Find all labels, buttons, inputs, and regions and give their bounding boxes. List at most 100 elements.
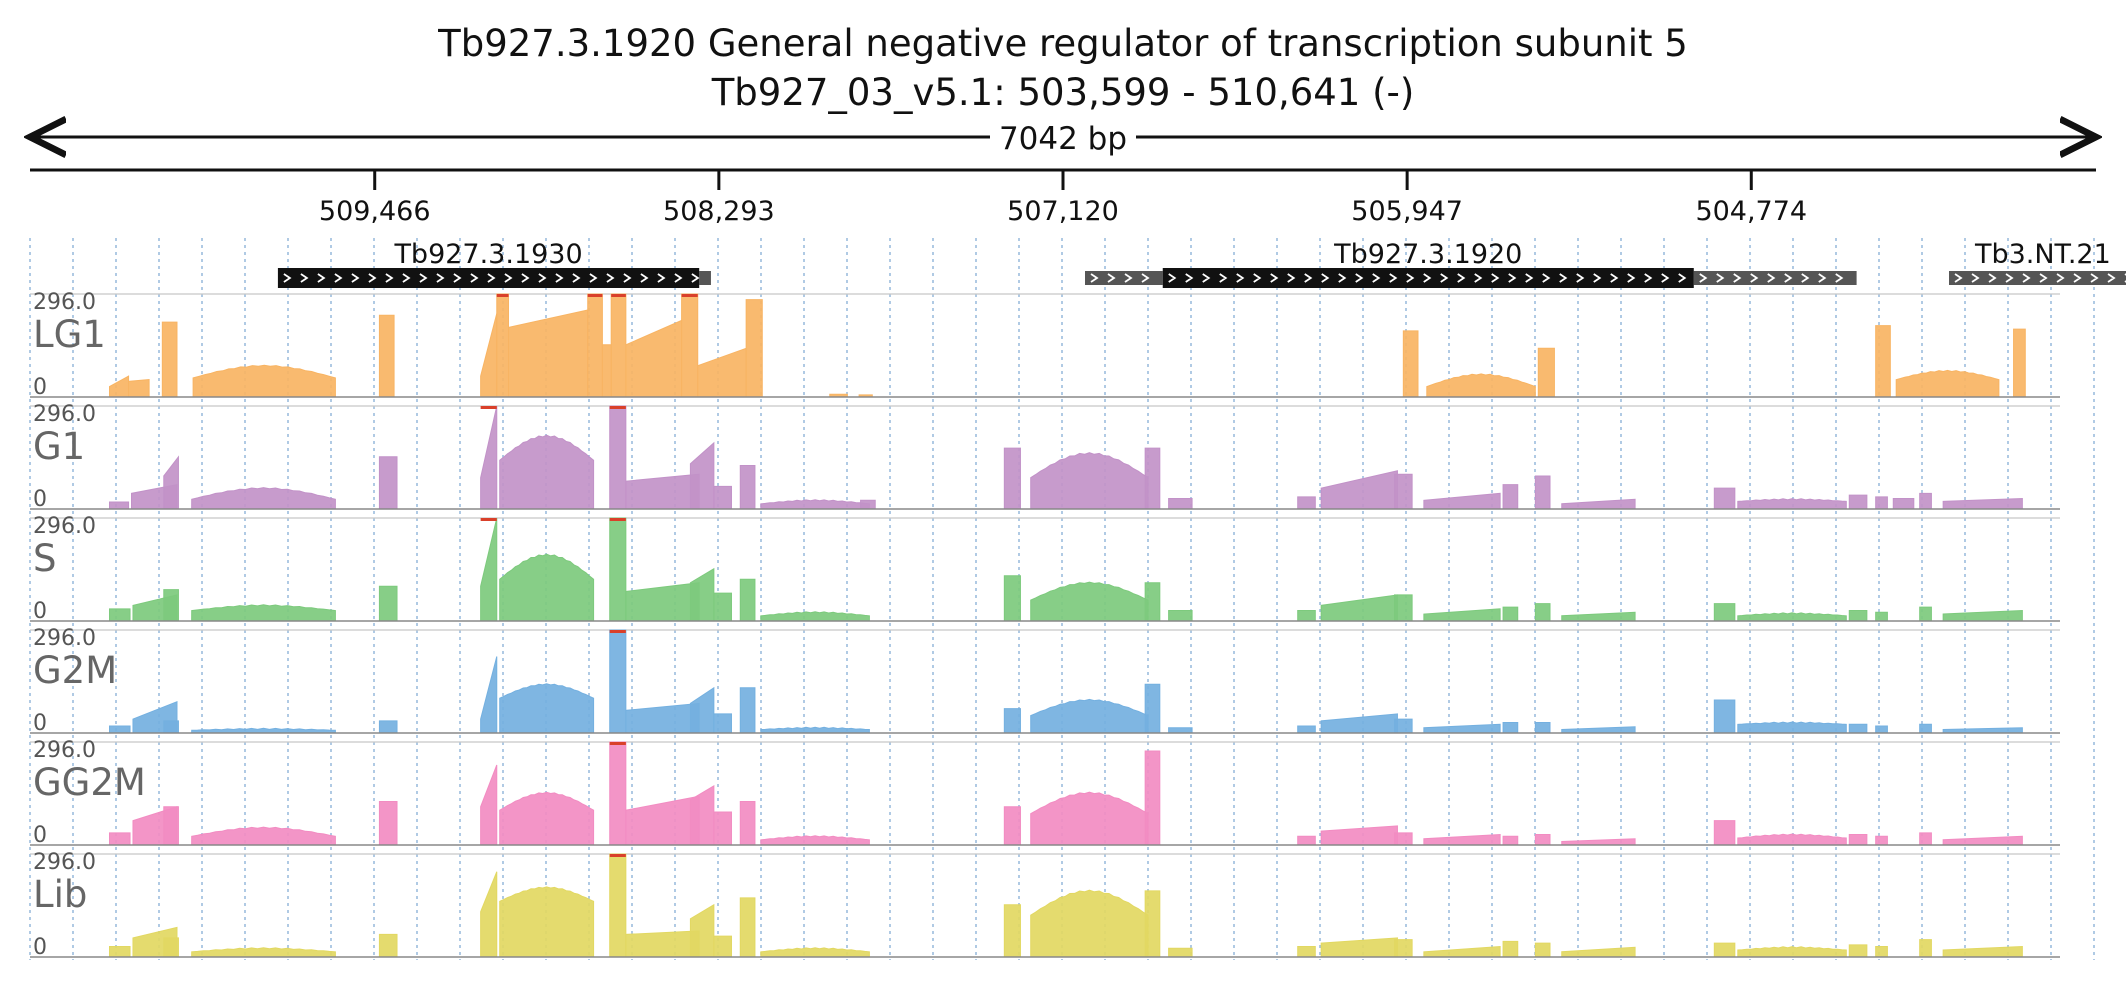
clip-marker — [609, 854, 626, 857]
coverage-block — [689, 784, 715, 846]
coverage-block — [625, 795, 700, 846]
coverage-block — [1534, 722, 1551, 734]
coverage-block — [1919, 832, 1932, 846]
coverage-block — [697, 347, 747, 398]
span-label-bg — [990, 118, 1136, 156]
coverage-block — [1534, 475, 1551, 510]
coverage-block — [760, 835, 870, 846]
coverage-block — [1848, 944, 1868, 958]
coverage-block — [1942, 610, 2023, 622]
coverage-block — [625, 473, 700, 510]
coverage-block — [1737, 946, 1847, 958]
coverage-block — [1168, 610, 1193, 622]
coverage-block — [378, 314, 395, 398]
coverage-block — [1144, 750, 1161, 846]
coverage-block — [1919, 723, 1932, 734]
coverage-block — [1168, 498, 1193, 510]
coverage-block — [191, 826, 336, 846]
track-g1: 296.0 0 G1 — [30, 402, 2060, 512]
track-name: G2M — [33, 649, 117, 692]
clip-marker — [587, 294, 603, 297]
coverage-block — [739, 687, 756, 734]
coverage-block — [508, 309, 589, 398]
coverage-block — [1919, 492, 1932, 510]
coverage-block — [1502, 940, 1519, 958]
coverage-block — [1423, 492, 1501, 510]
coverage-block — [1534, 834, 1551, 846]
coverage-block — [1875, 325, 1891, 398]
coverage-block — [1848, 610, 1868, 622]
coverage-block — [1713, 820, 1736, 846]
coverage-block — [109, 375, 130, 398]
coverage-block — [625, 582, 700, 622]
coverage-block — [1297, 835, 1316, 846]
y-zero-label: 0 — [33, 487, 47, 512]
coverage-block — [1426, 373, 1536, 398]
y-zero-label: 0 — [33, 599, 47, 624]
coverage-block — [1713, 487, 1736, 510]
track-g2m: 296.0 0 G2M — [30, 626, 2060, 736]
coverage-block — [499, 791, 595, 846]
coverage-block — [1394, 718, 1413, 734]
coverage-block — [163, 806, 179, 846]
coverage-block — [1737, 833, 1847, 846]
track-name: S — [33, 537, 57, 580]
coverage-block — [1144, 890, 1161, 958]
y-max-label: 296.0 — [33, 738, 96, 763]
gene-label: Tb3.NT.21 — [1974, 239, 2111, 270]
coverage-block — [128, 379, 150, 398]
gene-utr — [1949, 271, 2126, 285]
y-zero-label: 0 — [33, 711, 47, 736]
axis-tick-label: 504,774 — [1695, 196, 1807, 227]
track-name: G1 — [33, 425, 85, 468]
coverage-block — [1003, 806, 1021, 846]
coverage-block — [1561, 726, 1636, 734]
coverage-block — [625, 319, 683, 398]
coverage-block — [1502, 835, 1519, 846]
coverage-block — [480, 313, 498, 398]
x-axis: 509,466 508,293 507,120 505,947 504,774 — [30, 168, 2096, 227]
track-name: GG2M — [33, 761, 146, 804]
gene-label: Tb927.3.1930 — [393, 239, 582, 270]
gene-cds — [277, 268, 700, 288]
y-max-label: 296.0 — [33, 402, 96, 427]
coverage-block — [1561, 946, 1636, 958]
coverage-block — [860, 499, 876, 510]
coverage-block — [689, 567, 715, 622]
track-name: Lib — [33, 873, 87, 916]
coverage-block — [1713, 603, 1736, 622]
coverage-block — [739, 465, 756, 510]
coverage-block — [1297, 946, 1316, 958]
coverage-block — [1561, 611, 1636, 622]
coverage-block — [109, 501, 130, 510]
clip-marker — [609, 406, 626, 409]
coverage-block — [1875, 946, 1888, 958]
coverage-block — [1030, 791, 1149, 846]
coverage-block — [496, 293, 510, 398]
coverage-block — [1848, 723, 1868, 734]
track-lib: 296.0 0 Lib — [30, 850, 2060, 960]
coverage-block — [161, 321, 178, 398]
coverage-block — [760, 947, 870, 958]
strand-chevrons — [1090, 273, 1150, 283]
y-zero-label: 0 — [33, 823, 47, 848]
track-lg1: 296.0 0 LG1 — [30, 290, 2060, 400]
coverage-block — [1003, 708, 1021, 734]
coverage-block — [1297, 725, 1316, 734]
coverage-block — [625, 930, 700, 958]
coverage-block — [1892, 498, 1915, 510]
y-max-label: 296.0 — [33, 290, 96, 315]
coverage-block — [610, 293, 627, 398]
coverage-block — [1003, 575, 1021, 622]
coverage-block — [1713, 699, 1736, 734]
coverage-block — [499, 434, 595, 510]
coverage-block — [1030, 698, 1149, 734]
coverage-block — [1320, 937, 1398, 958]
coverage-block — [1394, 594, 1413, 622]
coverage-block — [760, 499, 870, 510]
coverage-block — [1423, 608, 1501, 622]
coverage-block — [1713, 942, 1736, 958]
coverage-block — [681, 293, 699, 398]
y-zero-label: 0 — [33, 935, 47, 960]
coverage-block — [163, 455, 179, 510]
